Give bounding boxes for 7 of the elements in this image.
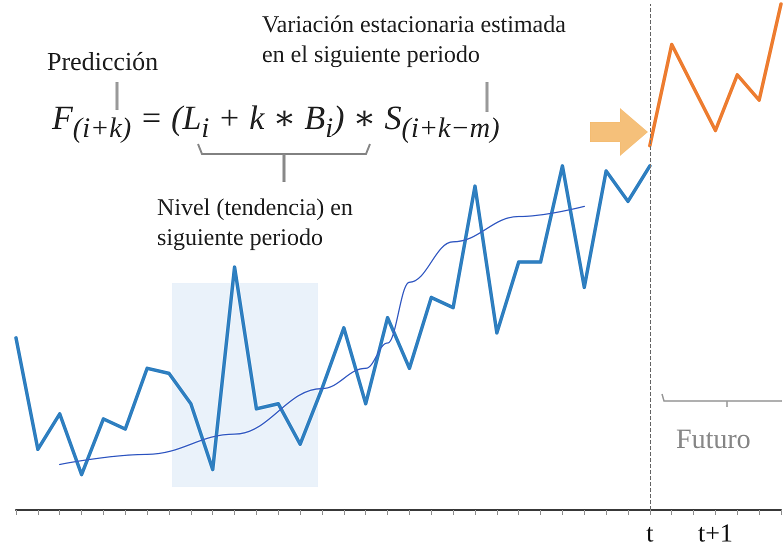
annotation: Variación estacionaria estimada en el siguiente periodo: [262, 11, 566, 70]
x-tick-label: t: [646, 518, 654, 548]
x-tick-label: t+1: [698, 518, 733, 548]
annotation: Nivel (tendencia) en siguiente periodo: [157, 194, 353, 253]
annotation: F$_{(i+k)}$ = (L$_{i}$ + k ∗ B$_{i}$) ∗ S$_{(i+k−m)}$: [52, 99, 500, 146]
annotation: Futuro: [676, 423, 751, 457]
annotation: Predicción: [47, 46, 158, 78]
